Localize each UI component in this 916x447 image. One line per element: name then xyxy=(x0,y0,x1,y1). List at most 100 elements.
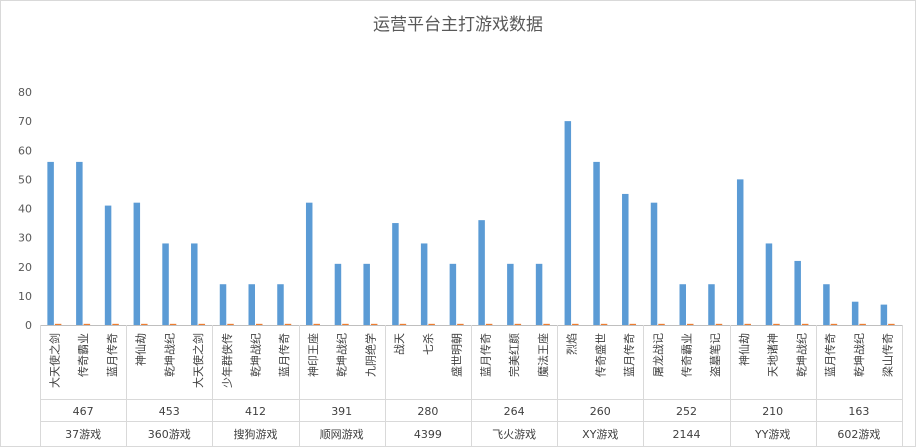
group-total-label: 264 xyxy=(504,405,525,418)
group-total-label: 467 xyxy=(73,405,94,418)
group-platform-label: 2144 xyxy=(673,428,701,441)
bar-secondary xyxy=(687,323,694,325)
bar-secondary xyxy=(715,323,723,325)
category-label: 神仙劫 xyxy=(737,333,751,366)
category-label: 蓝月传奇 xyxy=(479,333,492,377)
group-platform-label: 搜狗游戏 xyxy=(234,427,278,441)
group-total-label: 391 xyxy=(331,405,352,418)
group-platform-label: XY游戏 xyxy=(582,428,618,441)
y-tick-label: 30 xyxy=(18,232,32,245)
bar xyxy=(823,284,830,325)
bar-secondary xyxy=(485,323,493,325)
bar-secondary xyxy=(773,323,780,325)
bar xyxy=(794,260,801,325)
bar-secondary xyxy=(370,323,378,325)
category-label: 少年群侠传 xyxy=(220,333,234,388)
bar xyxy=(277,284,284,325)
group-total-label: 210 xyxy=(762,405,783,418)
bar xyxy=(248,284,255,325)
bar-secondary xyxy=(830,323,838,325)
group-total-label: 252 xyxy=(676,405,697,418)
y-tick-label: 0 xyxy=(25,319,32,332)
category-label: 乾坤战纪 xyxy=(794,333,808,377)
y-tick-label: 40 xyxy=(18,203,32,216)
category-label: 传奇霸业 xyxy=(681,333,694,377)
category-label: 九阴绝学 xyxy=(363,333,377,377)
bar-secondary xyxy=(141,323,148,325)
category-label: 蓝月传奇 xyxy=(278,333,291,377)
category-label: 盛世明朝 xyxy=(450,333,464,377)
category-label: 魔法王座 xyxy=(536,333,550,377)
category-label: 神印王座 xyxy=(306,333,320,377)
bar xyxy=(305,202,313,325)
bar-secondary xyxy=(600,323,608,325)
category-label: 烈焰 xyxy=(565,333,579,355)
group-platform-label: 顺网游戏 xyxy=(320,428,364,441)
y-tick-label: 10 xyxy=(18,290,32,303)
bar-secondary xyxy=(801,323,809,325)
group-total-label: 260 xyxy=(590,405,611,418)
category-label: 乾坤战纪 xyxy=(335,333,349,377)
bars-layer xyxy=(47,121,895,325)
bar-secondary xyxy=(514,323,522,325)
labels-layer: 大天使之剑 传奇霸业 蓝月传奇 神仙劫 乾坤战纪 大天使之剑 少年群侠传 乾坤战纪 蓝月传奇 神印… xyxy=(47,333,894,441)
category-label: 七杀 xyxy=(421,333,435,355)
bar xyxy=(593,161,600,325)
y-tick-label: 20 xyxy=(18,261,32,274)
bar-secondary xyxy=(859,323,866,325)
bar-secondary xyxy=(313,323,320,325)
category-label: 神仙劫 xyxy=(134,333,148,366)
bar xyxy=(736,179,744,325)
bar-secondary xyxy=(658,323,665,325)
bar xyxy=(449,263,457,325)
category-label: 乾坤战纪 xyxy=(249,333,263,377)
bar-secondary xyxy=(83,323,91,325)
group-total-label: 280 xyxy=(417,405,438,418)
bar-secondary xyxy=(888,323,895,325)
category-label: 传奇盛世 xyxy=(593,333,607,377)
group-total-label: 412 xyxy=(245,405,266,418)
bar xyxy=(708,284,715,325)
bar-secondary xyxy=(169,323,177,325)
bar xyxy=(765,243,773,325)
bar-secondary xyxy=(629,323,637,325)
bar xyxy=(219,284,227,325)
y-tick-label: 80 xyxy=(18,86,32,99)
bar-secondary xyxy=(112,323,119,325)
bar-secondary xyxy=(572,323,579,325)
bar xyxy=(76,161,83,325)
bar xyxy=(104,205,112,325)
group-platform-label: YY游戏 xyxy=(754,428,790,441)
bar xyxy=(133,202,141,325)
category-label: 蓝月传奇 xyxy=(106,333,119,377)
bar-secondary xyxy=(543,323,550,325)
category-label: 战天 xyxy=(393,333,406,355)
bar-secondary xyxy=(744,323,751,325)
group-platform-label: 602游戏 xyxy=(837,428,880,441)
category-label: 传奇霸业 xyxy=(77,333,90,377)
bar-secondary xyxy=(198,323,206,325)
bar-secondary xyxy=(342,323,349,325)
group-total-label: 453 xyxy=(159,405,180,418)
category-label: 天地诸神 xyxy=(766,333,780,377)
group-platform-label: 4399 xyxy=(414,428,442,441)
axis-layer: 0 10 20 30 40 50 60 70 80 xyxy=(18,86,903,446)
y-tick-label: 50 xyxy=(18,173,32,186)
group-total-label: 163 xyxy=(848,405,869,418)
category-label: 大天使之剑 xyxy=(191,333,205,388)
group-platform-label: 飞火游戏 xyxy=(492,428,536,441)
category-label: 完美红颜 xyxy=(507,333,521,377)
category-label: 乾坤战纪 xyxy=(852,333,866,377)
group-platform-label: 360游戏 xyxy=(148,428,191,441)
bar xyxy=(564,121,572,325)
bar-secondary xyxy=(256,323,263,325)
bar xyxy=(191,243,198,325)
bar-secondary xyxy=(54,323,62,325)
bar-secondary xyxy=(457,323,464,325)
category-label: 盗墓笔记 xyxy=(708,333,722,377)
bar xyxy=(880,304,888,325)
bar-secondary xyxy=(399,323,407,325)
category-label: 蓝月传奇 xyxy=(824,333,837,377)
